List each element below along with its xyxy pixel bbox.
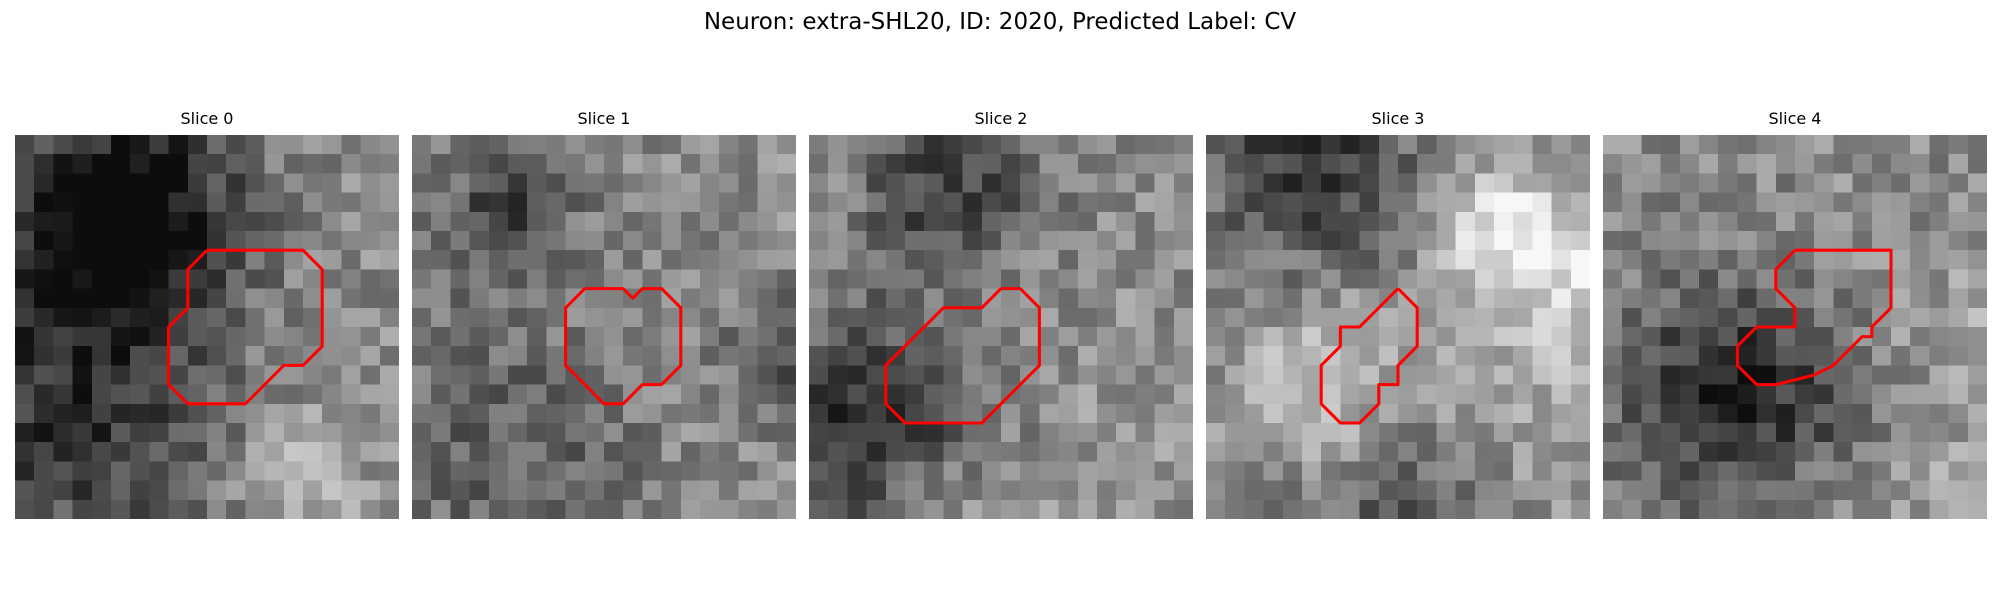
- roi-contour: [1735, 248, 1893, 387]
- roi-contour: [564, 287, 683, 406]
- roi-contour-overlay: [884, 287, 1041, 425]
- slice-panel-4: Slice 4: [1603, 109, 1987, 519]
- slice-panel-3: Slice 3: [1206, 109, 1590, 519]
- roi-contour-overlay: [167, 248, 324, 406]
- slice-title: Slice 1: [577, 109, 631, 128]
- slice-title: Slice 4: [1768, 109, 1822, 128]
- roi-contour: [884, 287, 1041, 425]
- slice-title: Slice 2: [974, 109, 1028, 128]
- slice-panel-1: Slice 1: [412, 109, 796, 519]
- slice-image: [412, 135, 796, 519]
- slice-title: Slice 3: [1371, 109, 1425, 128]
- roi-contour-overlay: [1735, 248, 1893, 387]
- roi-contour: [1319, 287, 1419, 425]
- roi-contour: [167, 248, 324, 406]
- figure-title: Neuron: extra-SHL20, ID: 2020, Predicted…: [703, 9, 1297, 35]
- slice-panel-2: Slice 2: [809, 109, 1193, 519]
- slice-panel-0: Slice 0: [15, 109, 399, 519]
- slice-image: [1206, 135, 1590, 519]
- roi-contour-overlay: [1319, 287, 1419, 425]
- roi-contour-overlay: [564, 287, 683, 406]
- slice-title: Slice 0: [180, 109, 234, 128]
- slice-image: [809, 135, 1193, 519]
- slice-image: [15, 135, 399, 519]
